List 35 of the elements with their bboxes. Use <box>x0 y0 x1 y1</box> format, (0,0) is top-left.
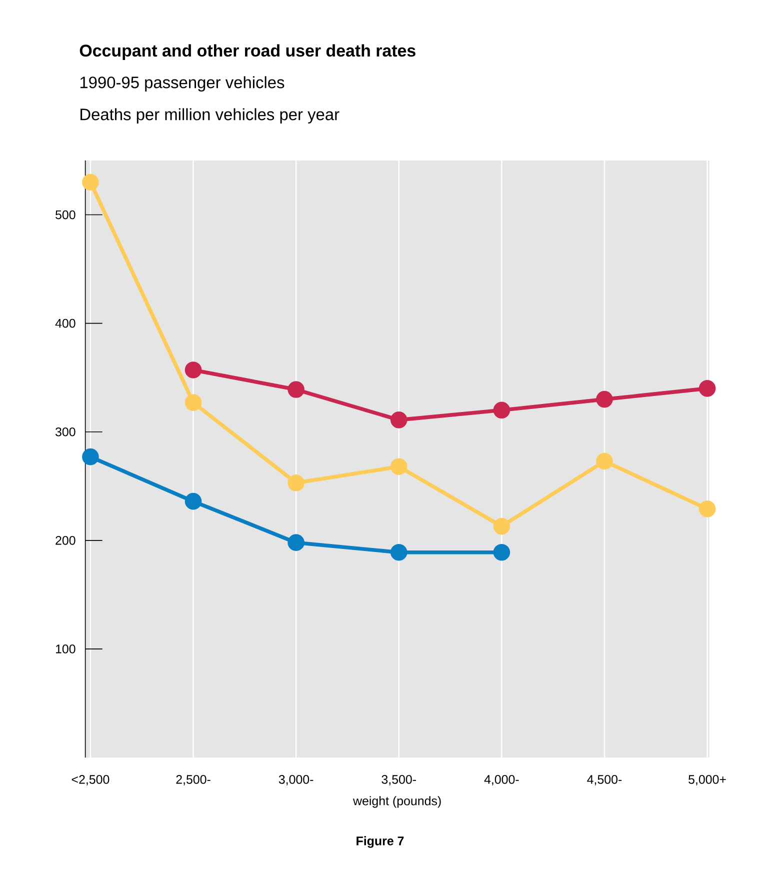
point <box>596 390 613 408</box>
point <box>184 492 202 510</box>
x-tick-label: 3,000- <box>278 775 314 786</box>
point <box>82 174 99 191</box>
point <box>288 474 304 492</box>
point <box>390 458 408 475</box>
point <box>493 518 510 535</box>
point <box>493 402 510 419</box>
caption: Figure 7 <box>356 836 404 848</box>
y-tick-label: 200 <box>56 536 76 545</box>
x-tick-label: 4,500- <box>587 775 622 786</box>
point <box>184 394 202 411</box>
point <box>82 448 99 466</box>
x-tick-label: 5,000+ <box>688 775 726 786</box>
x-tick-label: 2,500- <box>176 775 210 786</box>
x-axis-title: weight (pounds) <box>353 796 441 808</box>
y-axis-title: Deaths per million vehicles per year <box>80 108 340 124</box>
chart-title: Occupant and other road user death rates <box>80 44 416 60</box>
x-tick-label: 4,000- <box>484 775 519 786</box>
point <box>390 544 408 561</box>
point <box>390 412 408 428</box>
point <box>698 500 716 518</box>
chart-subtitle: 1990-95 passenger vehicles <box>80 76 284 92</box>
x-tick-label: 3,500- <box>382 775 416 786</box>
point <box>288 534 304 551</box>
y-tick-label: 300 <box>55 427 76 436</box>
x-tick-label: <2,500 <box>72 775 110 786</box>
point <box>184 362 202 378</box>
point <box>493 544 510 561</box>
point <box>288 381 304 398</box>
y-tick-label: 500 <box>56 210 76 220</box>
point <box>596 452 613 470</box>
point <box>698 380 716 397</box>
y-tick-label: 400 <box>55 318 76 328</box>
y-tick-label: 100 <box>56 644 76 654</box>
